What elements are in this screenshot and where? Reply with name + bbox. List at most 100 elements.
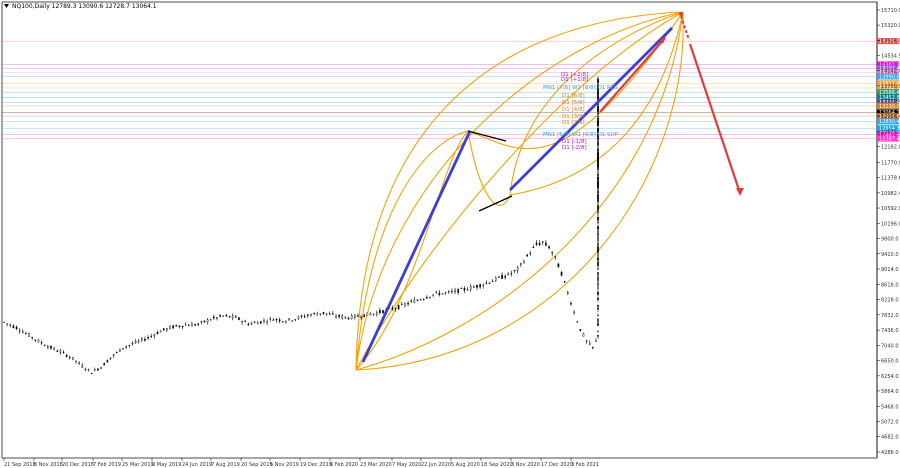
candle-body xyxy=(597,304,599,307)
candle-body xyxy=(97,368,99,371)
trend-line-up-1 xyxy=(361,130,472,363)
candle-body xyxy=(213,316,215,319)
candle-body xyxy=(206,319,209,322)
level-label: 12387.4 xyxy=(879,136,900,142)
candle-body xyxy=(209,319,212,321)
candle-body xyxy=(407,302,409,305)
candle-body xyxy=(491,280,494,282)
candle-body xyxy=(416,299,419,301)
x-tick-label: 18 Sep 2020 xyxy=(481,462,513,468)
candle-body xyxy=(147,336,149,339)
candle-body xyxy=(597,268,599,270)
candle-body xyxy=(579,328,582,332)
candle-body xyxy=(222,315,225,317)
candle-body xyxy=(191,323,193,327)
y-tick-label: 10592.0 xyxy=(881,206,900,212)
fib-label: D1 [6/8] xyxy=(562,93,585,99)
candle-body xyxy=(285,321,287,323)
candle-body xyxy=(554,255,557,258)
candle-body xyxy=(90,372,93,374)
candle-body xyxy=(597,217,599,219)
candle-body xyxy=(134,340,137,344)
candle-body xyxy=(597,144,599,146)
candle-body xyxy=(595,340,597,342)
candle-body xyxy=(307,314,309,316)
y-tick-label: 11770.0 xyxy=(881,160,900,166)
candle-body xyxy=(469,286,472,290)
candle-body xyxy=(582,333,585,337)
y-tick-label: 8228.0 xyxy=(881,297,899,303)
candle-body xyxy=(310,314,312,317)
y-tick-label: 12574.0 xyxy=(881,129,900,135)
level-box xyxy=(877,94,899,101)
candle-body xyxy=(203,320,206,323)
candle-body xyxy=(597,282,599,285)
x-tick-label: 7 Aug 2019 xyxy=(211,462,240,468)
fan-arc xyxy=(467,11,684,150)
y-tick-label: 9014.0 xyxy=(881,267,899,273)
candle-body xyxy=(394,308,397,310)
candle-body xyxy=(573,311,575,314)
candle-body xyxy=(219,314,221,317)
level-box xyxy=(877,135,899,142)
candle-body xyxy=(513,270,516,272)
y-tick-label: 14926.0 xyxy=(881,38,900,44)
candle-body xyxy=(169,326,171,329)
fan-arc xyxy=(355,11,684,371)
candle-body xyxy=(597,151,599,153)
candles xyxy=(3,76,599,374)
candle-body xyxy=(18,330,21,332)
candle-body xyxy=(84,369,87,371)
candle-body xyxy=(319,313,322,315)
level-box xyxy=(877,73,899,80)
trend-lines[interactable] xyxy=(361,12,744,363)
candle-body xyxy=(585,340,588,342)
trend-line-up-2 xyxy=(509,27,673,191)
candle-body xyxy=(122,348,124,350)
candle-body xyxy=(119,348,121,352)
candle-body xyxy=(382,310,384,314)
candle-body xyxy=(597,152,599,158)
candle-body xyxy=(256,322,259,325)
level-box xyxy=(877,84,899,91)
candle-body xyxy=(597,84,599,88)
candle-body xyxy=(65,354,68,357)
level-label: 12830.4 xyxy=(879,119,900,125)
y-tick-label: 6254.0 xyxy=(881,374,899,380)
candle-body xyxy=(87,368,90,370)
fib-labels: D1 [+2/8]D1 [+1/8] MN1 [7/8] W1 [8/8] D1 … xyxy=(543,72,619,151)
menu-triangle-icon[interactable] xyxy=(4,4,9,8)
candle-body xyxy=(260,321,262,324)
candle-body xyxy=(444,292,447,294)
candle-body xyxy=(597,286,599,289)
candle-body xyxy=(463,288,466,291)
y-tick-label: 10196.0 xyxy=(881,221,900,227)
candle-body xyxy=(597,330,599,332)
candle-body xyxy=(156,332,159,335)
candle-body xyxy=(200,321,203,323)
x-tick-label: 17 Dec 2020 xyxy=(541,462,573,468)
x-tick-label: 7 Feb 2019 xyxy=(93,462,121,468)
candle-body xyxy=(297,316,300,319)
candle-body xyxy=(597,315,599,317)
candle-body xyxy=(43,345,46,347)
fib-label: D1 [5/8] xyxy=(562,100,585,106)
forecast-arrow-up-head xyxy=(660,36,666,44)
candle-body xyxy=(597,112,599,114)
candle-body xyxy=(372,313,375,315)
candle-body xyxy=(410,300,413,302)
candle-body xyxy=(441,293,444,295)
candle-body xyxy=(523,261,525,263)
candle-body xyxy=(166,328,168,331)
fib-label: MN1 [7/8] W1 [8/8] D1 RES xyxy=(543,85,618,91)
candle-body xyxy=(294,319,297,321)
level-box xyxy=(877,80,899,87)
candle-body xyxy=(413,299,416,303)
candle-body xyxy=(178,325,181,327)
x-tick-label: 6 Nov 2018 xyxy=(34,462,63,468)
candle-body xyxy=(9,324,12,326)
candle-body xyxy=(597,184,599,189)
candle-body xyxy=(12,325,15,328)
candle-body xyxy=(588,342,591,345)
